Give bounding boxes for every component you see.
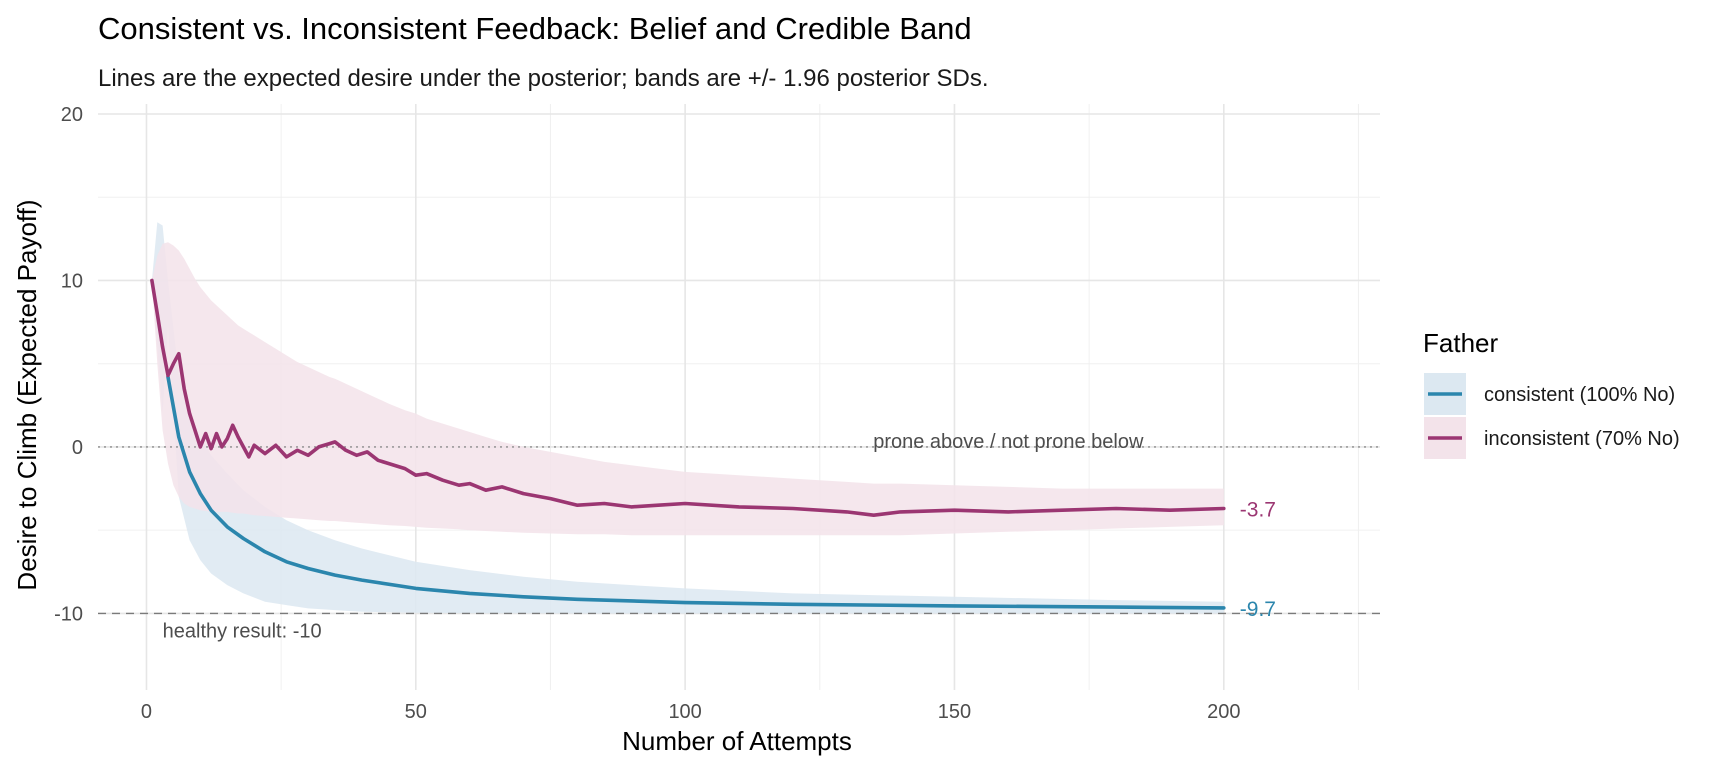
x-tick-label: 100 [668,701,701,723]
reference-labels: prone above / not prone below healthy res… [163,431,1144,642]
y-tick-label: 10 [61,270,83,292]
chart-title: Consistent vs. Inconsistent Feedback: Be… [98,11,972,46]
y-tick-label: -10 [54,603,83,625]
reference-label-1: healthy result: -10 [163,620,322,642]
x-axis-title: Number of Attempts [622,726,852,756]
reference-lines [98,446,1380,615]
x-tick-label: 150 [938,701,971,723]
x-tick-label: 50 [405,701,427,723]
y-tick-label: 20 [61,104,83,126]
credible-bands [151,222,1224,614]
y-axis-ticks: -10 0 10 20 [54,104,83,625]
y-tick-label: 0 [72,437,83,459]
legend-title: Father [1423,328,1498,358]
end-labels: -9.7 -3.7 [1240,499,1276,621]
legend-label-1: inconsistent (70% No) [1484,428,1680,450]
band-series-0 [151,222,1224,614]
legend: Father consistent (100% No) inconsistent … [1423,328,1680,459]
end-label-1: -3.7 [1240,499,1276,522]
x-axis-ticks: 0 50 100 150 200 [141,701,1241,723]
reference-label-0: prone above / not prone below [873,431,1144,453]
band-series-1 [151,242,1224,536]
end-label-0: -9.7 [1240,598,1276,621]
chart-subtitle: Lines are the expected desire under the … [98,65,989,92]
series-lines [150,278,1226,610]
series-line-1 [150,278,1226,518]
x-tick-label: 0 [141,701,152,723]
y-axis-title: Desire to Climb (Expected Payoff) [12,199,42,590]
x-tick-label: 200 [1207,701,1240,723]
legend-label-0: consistent (100% No) [1484,384,1675,406]
series-line-0 [166,375,1226,610]
